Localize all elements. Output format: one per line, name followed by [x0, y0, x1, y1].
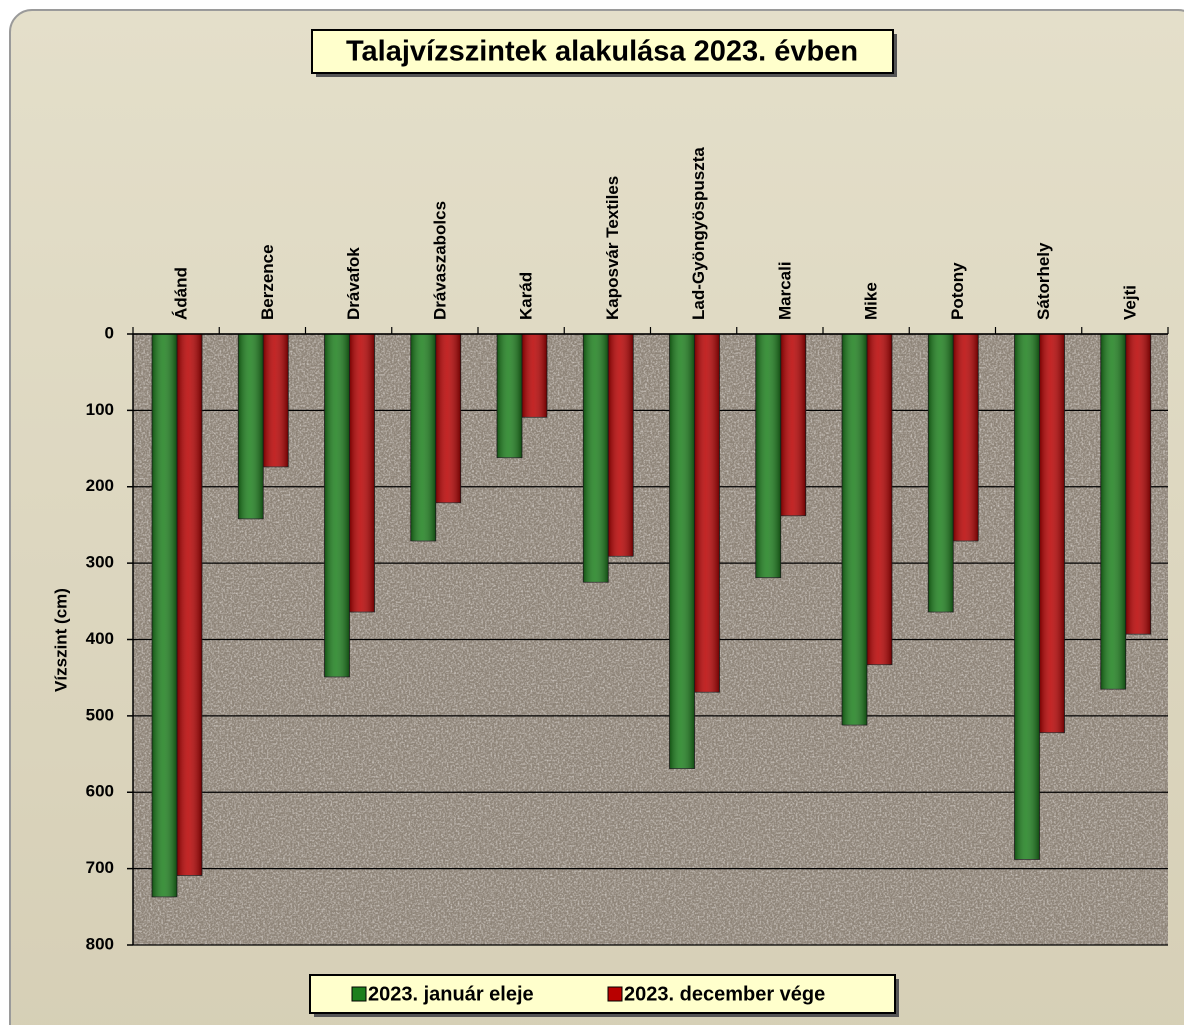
x-tick-label: Sátorhely — [1034, 242, 1053, 320]
bar-shade — [1125, 334, 1151, 635]
y-axis-label: Vízszint (cm) — [51, 588, 70, 692]
y-tick-label: 500 — [86, 705, 114, 724]
y-tick-label: 700 — [86, 858, 114, 877]
legend-box — [309, 974, 896, 1014]
bar-shade — [349, 334, 375, 613]
bar-shade — [608, 334, 634, 557]
bar-shade — [780, 334, 806, 516]
x-tick-label: Lad-Gyöngyöspuszta — [689, 147, 708, 320]
bar-shade — [435, 334, 461, 503]
bar-shade — [410, 334, 436, 541]
x-tick-label: Vejti — [1120, 285, 1139, 320]
x-tick-label: Drávafok — [344, 247, 363, 320]
bar-shade — [842, 334, 867, 726]
legend-label: 2023. december vége — [624, 983, 825, 1005]
bar-shade — [522, 334, 547, 418]
legend-swatch — [351, 986, 367, 1002]
x-tick-label: Mike — [862, 282, 881, 320]
legend-label: 2023. január eleje — [368, 983, 534, 1005]
bar-shade — [1014, 334, 1040, 860]
y-tick-label: 800 — [86, 934, 114, 953]
bar-shade — [177, 334, 202, 876]
y-tick-label: 400 — [86, 629, 114, 648]
chart-title: Talajvízszintek alakulása 2023. évben — [346, 36, 858, 68]
bar-shade — [238, 334, 264, 519]
x-tick-label: Marcali — [775, 261, 794, 320]
y-tick-label: 600 — [86, 782, 114, 801]
x-tick-label: Karád — [517, 272, 536, 320]
legend-swatch — [607, 986, 623, 1002]
y-tick-label: 0 — [105, 323, 114, 342]
y-tick-label: 300 — [86, 553, 114, 572]
bar-shade — [1039, 334, 1065, 733]
bar-shade — [263, 334, 289, 467]
bar-shade — [152, 334, 177, 897]
x-tick-label: Drávaszabolcs — [430, 201, 449, 320]
bar-shade — [669, 334, 695, 769]
bar-shade — [497, 334, 522, 458]
bar-shade — [694, 334, 720, 693]
y-tick-label: 100 — [86, 400, 114, 419]
bar-shade — [583, 334, 609, 583]
bar-shade — [755, 334, 781, 578]
bar-shade — [953, 334, 979, 541]
y-tick-label: 200 — [86, 476, 114, 495]
x-tick-label: Kaposvár Textiles — [603, 176, 622, 320]
bar-shade — [928, 334, 954, 613]
bar-shade — [324, 334, 350, 677]
x-tick-label: Potony — [948, 262, 967, 320]
bar-shade — [867, 334, 892, 665]
title-box — [311, 29, 894, 74]
x-tick-label: Ádánd — [172, 267, 191, 320]
x-tick-label: Berzence — [258, 244, 277, 320]
bar-shade — [1100, 334, 1126, 690]
